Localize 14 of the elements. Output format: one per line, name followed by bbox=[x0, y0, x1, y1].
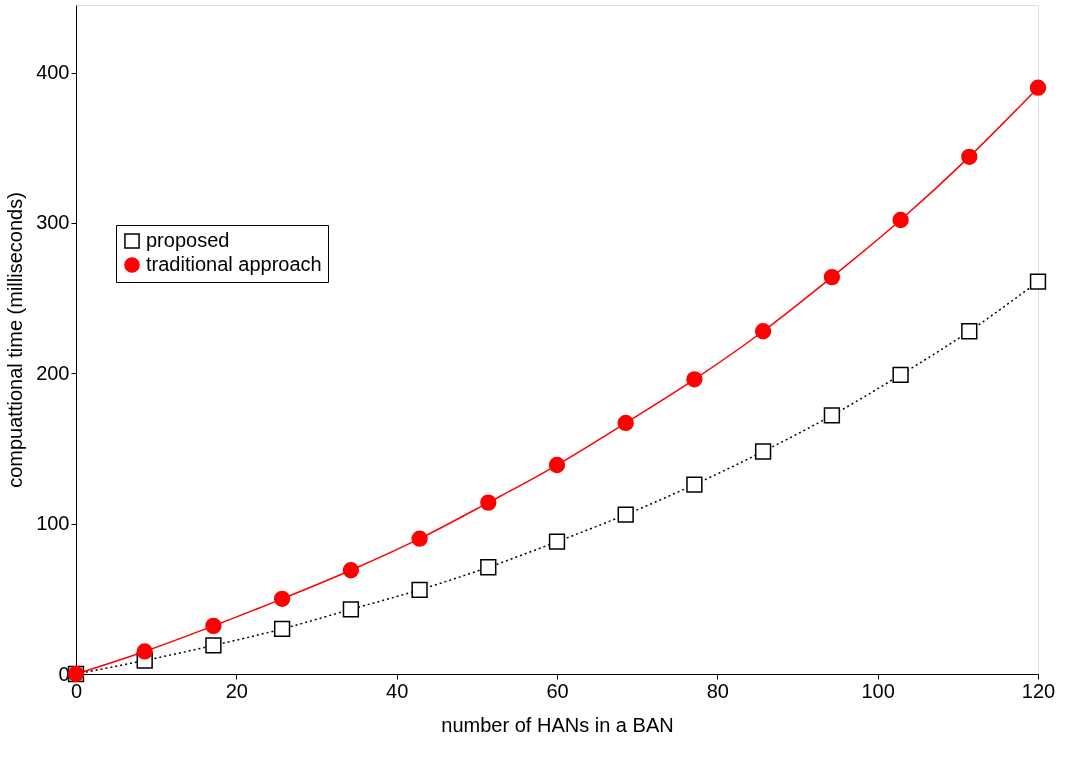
y-tick-label: 300 bbox=[36, 211, 70, 234]
x-tick-label: 100 bbox=[861, 679, 895, 702]
x-tick-label: 20 bbox=[225, 679, 248, 702]
legend-label: traditional approach bbox=[146, 253, 322, 275]
y-tick-label: 400 bbox=[36, 61, 70, 84]
x-axis-title: number of HANs in a BAN bbox=[441, 713, 674, 736]
x-tick-label: 80 bbox=[706, 679, 729, 702]
x-tick-label: 40 bbox=[386, 679, 409, 702]
y-axis-title: compuattional time (milliseconds) bbox=[4, 192, 27, 488]
x-tick-label: 60 bbox=[546, 679, 569, 702]
x-tick-label: 120 bbox=[1021, 679, 1056, 702]
y-tick-label: 100 bbox=[36, 512, 70, 535]
y-tick-label: 200 bbox=[36, 361, 70, 384]
legend-label: proposed bbox=[146, 229, 230, 251]
